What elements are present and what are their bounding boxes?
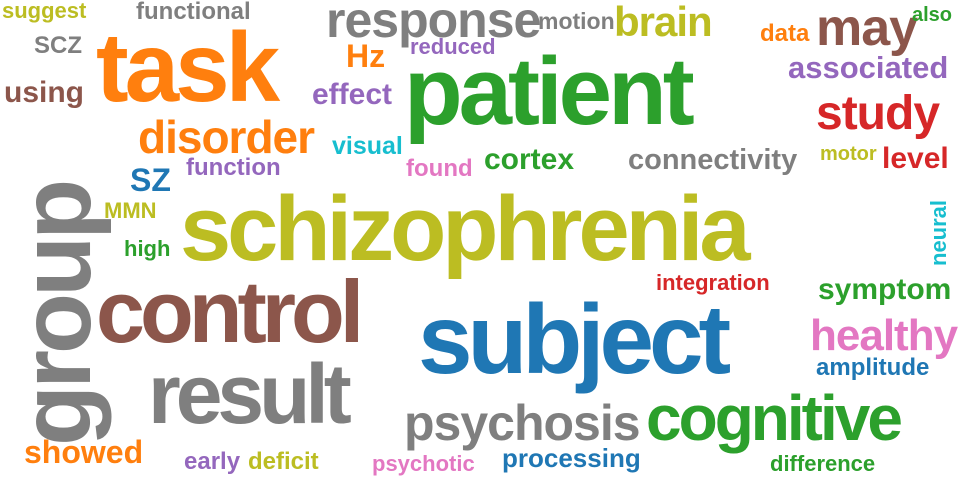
word-scz: SCZ	[34, 32, 82, 59]
word-early: early	[184, 448, 241, 475]
word-cognitive: cognitive	[646, 382, 903, 454]
word-level: level	[882, 142, 949, 175]
word-processing: processing	[502, 443, 641, 473]
word-showed: showed	[24, 434, 144, 470]
word-associated: associated	[788, 50, 949, 85]
word-difference: difference	[770, 451, 876, 476]
word-response: response	[326, 0, 541, 48]
word-cortex: cortex	[484, 143, 575, 176]
word-symptom: symptom	[818, 273, 952, 306]
word-found: found	[406, 155, 473, 182]
word-psychotic: psychotic	[372, 451, 475, 476]
word-brain: brain	[614, 0, 713, 45]
word-healthy: healthy	[810, 311, 958, 360]
word-psychosis: psychosis	[404, 395, 641, 451]
word-control: control	[96, 262, 364, 361]
word-data: data	[760, 20, 810, 47]
word-schizophrenia: schizophrenia	[180, 178, 751, 280]
word-task: task	[96, 12, 280, 122]
word-functional: functional	[136, 0, 251, 25]
word-mmn: MMN	[104, 198, 157, 223]
word-suggest: suggest	[2, 0, 87, 23]
word-also: also	[912, 4, 953, 26]
word-patient: patient	[404, 38, 695, 145]
word-deficit: deficit	[248, 448, 319, 475]
word-subject: subject	[418, 284, 731, 394]
word-disorder: disorder	[138, 111, 315, 163]
word-motion: motion	[538, 8, 615, 34]
word-using: using	[4, 76, 84, 109]
word-function: function	[186, 154, 281, 181]
word-sz: SZ	[130, 162, 171, 198]
word-motor: motor	[820, 143, 877, 165]
word-high: high	[124, 236, 171, 261]
word-study: study	[816, 87, 940, 140]
word-amplitude: amplitude	[816, 354, 930, 381]
word-integration: integration	[656, 270, 770, 295]
word-result: result	[148, 347, 352, 441]
word-neural: neural	[926, 199, 951, 266]
word-visual: visual	[332, 132, 403, 160]
word-reduced: reduced	[410, 34, 496, 59]
word-group: group	[0, 182, 112, 446]
word-may: may	[816, 0, 918, 57]
word-effect: effect	[312, 78, 393, 111]
word-hz: Hz	[346, 38, 386, 74]
word-connectivity: connectivity	[628, 144, 798, 176]
